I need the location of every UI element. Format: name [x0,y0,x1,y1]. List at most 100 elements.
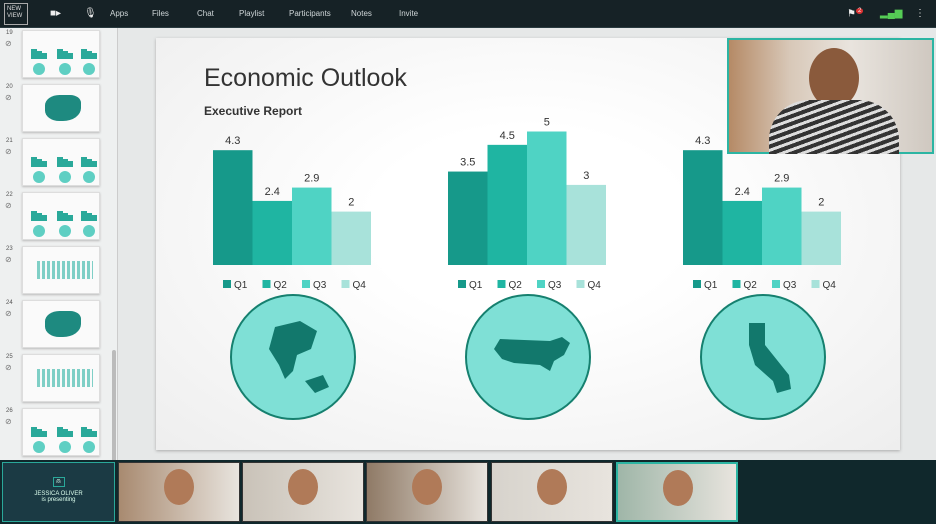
thumb-bar [67,53,73,59]
slide-thumbnail[interactable] [22,30,100,78]
legend-label: Q1 [234,280,248,291]
nav-chat[interactable]: Chat [197,9,214,18]
thumb-bar [81,211,87,221]
slide-number: 23 [6,246,13,252]
bar-Q3 [292,187,332,265]
participant-video[interactable] [242,462,364,522]
nav-notes[interactable]: Notes [351,9,372,18]
microphone-icon[interactable]: 🎙︎ [84,8,97,19]
paperclip-icon: ⊘ [5,417,12,426]
bar-Q3 [762,187,802,265]
slide-number: 21 [6,138,13,144]
slide-thumbnail[interactable] [22,246,100,294]
signal-icon: ▂▄▆ [880,8,903,19]
participant-body [769,100,899,154]
data-label: 3 [583,170,589,182]
thumb-bar [41,161,47,167]
thumb-bar [31,157,37,167]
bar-Q1 [683,150,723,265]
sidebar-scrollbar[interactable] [112,350,116,460]
thumb-circle [83,441,95,453]
thumb-bar [57,157,63,167]
california-map-icon [749,323,791,393]
legend-label: Q2 [509,280,523,291]
paperclip-icon: ⊘ [5,147,12,156]
thumb-circle [83,171,95,183]
thumb-bar [81,427,87,437]
thumb-circle [33,441,45,453]
bar-Q1 [448,171,488,265]
bar-chart-2: 3.5 Q1 4.5 Q2 5 Q3 3 Q4 [448,117,606,420]
legend-swatch [732,280,741,288]
paperclip-icon: ⊘ [5,309,12,318]
participant-face [288,469,318,505]
thumb-bar [62,159,68,167]
participant-face [412,469,442,505]
slide-number: 19 [6,30,13,36]
presenter-tile[interactable]: ⍝ JESSICA OLIVER is presenting [2,462,115,522]
participant-video[interactable] [491,462,613,522]
nav-playlist[interactable]: Playlist [239,9,265,18]
slide-thumbnail[interactable] [22,192,100,240]
bar-Q4 [331,211,371,265]
thumb-bar [67,431,73,437]
legend-label: Q2 [744,280,758,291]
participant-video[interactable] [118,462,240,522]
legend-swatch [537,280,545,288]
camera-icon[interactable]: ■▸ [50,8,62,19]
data-label: 2.4 [265,186,280,198]
featured-participant-video[interactable] [727,38,934,154]
legend-label: Q3 [783,280,797,291]
thumb-circle [83,63,95,75]
thumb-bar [62,51,68,59]
presenter-status: is presenting [41,497,76,503]
slide-thumbnail[interactable] [22,138,100,186]
slide-thumbnail-list: 19 ⊘ 20 ⊘ 21 ⊘ 22 ⊘ 23 ⊘ 24 ⊘ 25 ⊘ 26 ⊘ [0,28,118,460]
nav-invite[interactable]: Invite [399,9,419,18]
thumb-bar [62,213,68,221]
paperclip-icon: ⊘ [5,201,12,210]
app-logo: NEW VIEW [4,3,28,25]
participant-face [164,469,194,505]
notifications-icon[interactable]: ⚑ 2 [847,8,864,20]
thumb-bar [57,49,63,59]
slide-subtitle: Executive Report [204,104,303,118]
thumb-bar [62,429,68,437]
slide-thumbnail[interactable] [22,354,100,402]
legend-swatch [811,280,820,288]
more-menu-icon[interactable]: ⋮ [915,8,925,19]
thumb-bar [91,215,97,221]
thumb-bar [31,211,37,221]
paperclip-icon: ⊘ [5,39,12,48]
thumb-circle [59,171,71,183]
participant-video[interactable] [366,462,488,522]
thumb-map [45,95,81,121]
thumb-bar [36,159,42,167]
participant-strip: ⍝ JESSICA OLIVER is presenting [0,460,936,524]
data-label: 2.4 [735,186,750,198]
data-label: 3.5 [460,157,475,169]
thumb-circle [33,225,45,237]
participant-face [663,470,693,506]
slide-thumbnail[interactable] [22,300,100,348]
legend-label: Q3 [548,280,562,291]
slide-thumbnail[interactable] [22,408,100,456]
thumb-bar [91,161,97,167]
legend-swatch [772,280,780,288]
thumb-bar [41,215,47,221]
participant-video[interactable] [616,462,738,522]
thumb-bar [86,213,92,221]
legend-label: Q2 [274,280,288,291]
slide-thumbnail[interactable] [22,84,100,132]
nav-participants[interactable]: Participants [289,9,331,18]
nav-files[interactable]: Files [152,9,169,18]
nav-apps[interactable]: Apps [110,9,129,18]
thumb-circle [33,171,45,183]
thumb-circle [33,63,45,75]
top-toolbar: NEW VIEW ■▸ 🎙︎ Apps Files Chat Playlist … [0,0,936,28]
usa-map-icon [494,337,570,371]
thumb-circle [59,63,71,75]
thumb-map [45,311,81,337]
bar-chart-3: 4.3 Q1 2.4 Q2 2.9 Q3 2 Q4 [683,135,841,420]
person-icon: ⍝ [52,477,65,487]
